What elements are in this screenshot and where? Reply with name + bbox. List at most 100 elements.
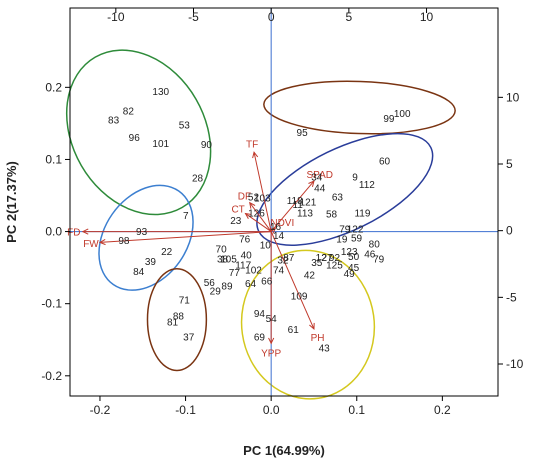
- y-tick-label-0: -0.2: [41, 369, 62, 383]
- point-label-122: 122: [347, 225, 364, 236]
- top-tick-label-1: -5: [188, 10, 199, 24]
- loading-label-tf: TF: [246, 139, 258, 150]
- point-label-74: 74: [273, 266, 285, 277]
- loading-arrowhead-ph: [309, 322, 315, 330]
- point-label-113: 113: [297, 208, 313, 219]
- point-label-7: 7: [183, 211, 189, 222]
- point-label-82: 82: [123, 107, 135, 118]
- point-label-102: 102: [245, 266, 262, 277]
- loading-arrow-df: [249, 202, 272, 232]
- point-label-125: 125: [326, 261, 343, 272]
- loading-arrowhead-ndvi: [269, 227, 277, 234]
- point-label-11: 11: [292, 200, 303, 211]
- point-label-19: 19: [336, 235, 348, 246]
- point-label-88: 88: [173, 311, 185, 322]
- x-tick-label-4: 0.2: [434, 403, 451, 417]
- cluster-ellipses: [65, 49, 456, 400]
- loading-label-ypp: YPP: [261, 348, 281, 359]
- y-tick-label-1: -0.1: [41, 297, 62, 311]
- point-label-9: 9: [352, 172, 358, 183]
- loading-label-fw: FW: [83, 239, 99, 250]
- right-tick-label-3: 5: [506, 157, 513, 171]
- point-label-95: 95: [297, 128, 309, 139]
- point-label-53: 53: [179, 120, 191, 131]
- point-label-64: 64: [245, 279, 257, 290]
- point-label-105: 105: [220, 254, 237, 265]
- loading-label-ndvi: NDVI: [270, 218, 294, 229]
- point-label-40: 40: [241, 251, 253, 262]
- loading-arrowhead-ct: [244, 212, 252, 220]
- point-label-69: 69: [254, 333, 266, 344]
- point-label-80: 80: [369, 239, 381, 250]
- loading-arrow-spad: [270, 180, 315, 232]
- point-label-76: 76: [239, 235, 251, 246]
- right-tick-label-0: -10: [506, 357, 524, 371]
- point-label-39: 39: [145, 257, 157, 268]
- point-label-10: 10: [260, 241, 272, 252]
- x-tick-label-2: 0.0: [263, 403, 280, 417]
- point-label-43: 43: [319, 344, 331, 355]
- cluster-ellipse-1: [65, 49, 212, 216]
- loading-arrowhead-fd: [81, 228, 89, 235]
- loading-arrowhead-ypp: [268, 337, 275, 345]
- point-label-32: 32: [277, 256, 289, 267]
- loading-arrow-ph: [270, 231, 315, 330]
- y-tick-label-3: 0.1: [45, 152, 62, 166]
- top-tick-label-3: 5: [346, 10, 353, 24]
- loading-label-df: DF: [238, 191, 251, 202]
- point-label-87: 87: [283, 253, 295, 264]
- y-tick-label-2: 0.0: [45, 225, 62, 239]
- point-label-49: 49: [344, 269, 356, 280]
- point-label-79: 79: [373, 254, 385, 265]
- point-label-45: 45: [348, 263, 360, 274]
- point-label-59: 59: [351, 233, 363, 244]
- point-label-94: 94: [254, 309, 266, 320]
- point-label-37: 37: [183, 333, 195, 344]
- cluster-ellipse-4: [98, 184, 194, 291]
- x-axis-title: PC 1(64.99%): [243, 443, 325, 458]
- point-label-52: 52: [248, 192, 260, 203]
- point-label-50: 50: [348, 252, 360, 263]
- right-tick-label-2: 0: [506, 224, 513, 238]
- point-label-126: 126: [248, 208, 265, 219]
- point-label-123: 123: [341, 247, 358, 258]
- y-tick-label-4: 0.2: [45, 80, 62, 94]
- point-label-35: 35: [311, 258, 323, 269]
- point-label-103: 103: [254, 194, 271, 205]
- point-label-90: 90: [201, 140, 213, 151]
- point-label-71: 71: [179, 295, 191, 306]
- point-label-77: 77: [229, 268, 241, 279]
- loading-arrowhead-tf: [252, 151, 259, 159]
- plot-frame: [69, 7, 499, 397]
- point-label-118: 118: [287, 196, 303, 207]
- point-label-130: 130: [152, 87, 169, 98]
- loading-arrowhead-df: [249, 201, 256, 209]
- point-label-14: 14: [273, 231, 285, 242]
- x-tick-label-1: -0.1: [175, 403, 196, 417]
- point-label-46: 46: [364, 249, 376, 260]
- point-label-27: 27: [322, 253, 334, 264]
- loading-label-ph: PH: [311, 333, 325, 344]
- point-label-22: 22: [161, 247, 173, 258]
- point-label-119: 119: [354, 208, 370, 219]
- point-label-96: 96: [129, 133, 141, 144]
- point-label-16: 16: [270, 222, 282, 233]
- loading-arrow-fw: [99, 231, 272, 243]
- point-label-63: 63: [332, 192, 344, 203]
- point-label-93: 93: [136, 227, 148, 238]
- point-label-89: 89: [221, 282, 233, 293]
- point-label-42: 42: [304, 270, 316, 281]
- loading-arrow-ct: [245, 213, 272, 232]
- right-tick-label-1: -5: [506, 290, 517, 304]
- point-label-34: 34: [311, 172, 323, 183]
- point-label-84: 84: [133, 267, 145, 278]
- point-label-29: 29: [210, 287, 222, 298]
- point-label-23: 23: [230, 216, 242, 227]
- point-label-92: 92: [329, 253, 341, 264]
- top-tick-label-0: -10: [107, 10, 125, 24]
- point-label-61: 61: [288, 325, 300, 336]
- point-label-101: 101: [152, 139, 169, 150]
- point-label-117: 117: [235, 261, 251, 272]
